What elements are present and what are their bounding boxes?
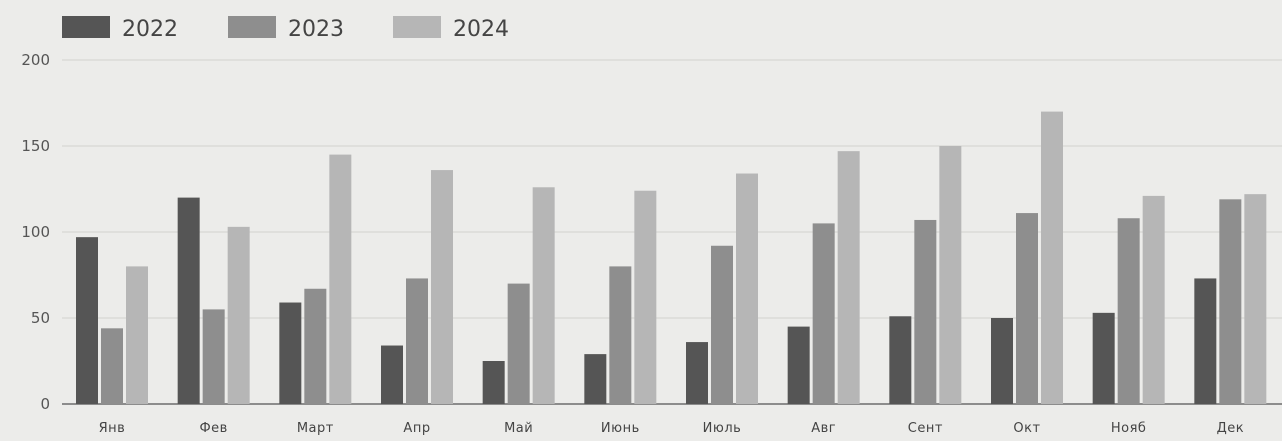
bar-2024-Апр — [431, 170, 453, 404]
x-tick-label: Апр — [403, 421, 430, 436]
x-tick-label: Июнь — [601, 421, 640, 436]
bar-2023-Июнь — [609, 266, 632, 404]
bar-2024-Окт — [1041, 111, 1063, 404]
bar-2023-Апр — [406, 278, 428, 404]
y-tick-label: 200 — [21, 51, 50, 69]
bar-2022-Июнь — [584, 354, 607, 404]
bar-2022-Апр — [381, 345, 403, 404]
bar-2024-Июль — [736, 173, 758, 404]
x-tick-label: Май — [504, 421, 533, 436]
bar-2023-Сент — [914, 219, 937, 404]
bar-2024-Дек — [1244, 194, 1267, 404]
bar-2024-Нояб — [1142, 195, 1165, 404]
bar-2024-Июнь — [634, 190, 657, 404]
y-tick-label: 50 — [31, 309, 50, 327]
bar-2024-Янв — [126, 266, 148, 404]
bar-2024-Март — [329, 154, 352, 404]
bar-2022-Июль — [686, 342, 708, 404]
y-axis-ticks: 0 50 100 150 200 — [21, 51, 50, 413]
bar-2022-Нояб — [1092, 312, 1115, 404]
bar-2024-Май — [532, 187, 555, 404]
y-tick-label: 0 — [40, 395, 50, 413]
bar-2022-Дек — [1194, 278, 1217, 404]
bar-2023-Март — [304, 288, 327, 404]
x-tick-label: Авг — [811, 421, 836, 436]
bar-2023-Авг — [812, 223, 835, 404]
bar-2023-Окт — [1016, 213, 1038, 404]
bar-2023-Нояб — [1117, 218, 1140, 404]
x-tick-label: Окт — [1013, 421, 1040, 436]
bar-2022-Окт — [991, 318, 1013, 404]
bars — [76, 111, 1267, 404]
x-axis-ticks: Янв Фев Март Апр Май Июнь Июль Авг Сент Окт Нояб Де… — [99, 421, 1244, 436]
x-tick-label: Июль — [703, 421, 742, 436]
bar-2024-Авг — [837, 151, 860, 404]
legend-swatch-2023 — [228, 16, 276, 38]
bar-2022-Март — [279, 302, 302, 404]
x-tick-label: Сент — [908, 421, 943, 436]
gridlines — [62, 59, 1282, 405]
y-tick-label: 100 — [21, 223, 50, 241]
bar-2022-Сент — [889, 316, 912, 404]
y-tick-label: 150 — [21, 137, 50, 155]
legend-label-2022: 2022 — [122, 17, 178, 42]
bar-2023-Фев — [202, 309, 225, 404]
bar-2022-Фев — [177, 197, 200, 404]
bar-2023-Май — [507, 283, 530, 404]
x-tick-label: Март — [297, 421, 334, 436]
x-tick-label: Янв — [99, 421, 126, 436]
bar-2024-Фев — [227, 226, 250, 404]
bar-2023-Янв — [101, 328, 123, 404]
legend-swatch-2024 — [393, 16, 441, 38]
x-tick-label: Дек — [1217, 421, 1245, 436]
bar-2023-Июль — [711, 245, 733, 404]
bar-2022-Авг — [787, 326, 810, 404]
legend-swatch-2022 — [62, 16, 110, 38]
legend-label-2024: 2024 — [453, 17, 509, 42]
legend-label-2023: 2023 — [288, 17, 344, 42]
bar-2022-Май — [482, 361, 505, 404]
legend: 2022 2023 2024 — [62, 16, 509, 42]
bar-2022-Янв — [76, 237, 98, 404]
bar-2024-Сент — [939, 146, 962, 404]
bar-2023-Дек — [1219, 199, 1242, 404]
x-tick-label: Нояб — [1111, 421, 1147, 436]
x-tick-label: Фев — [199, 421, 227, 436]
